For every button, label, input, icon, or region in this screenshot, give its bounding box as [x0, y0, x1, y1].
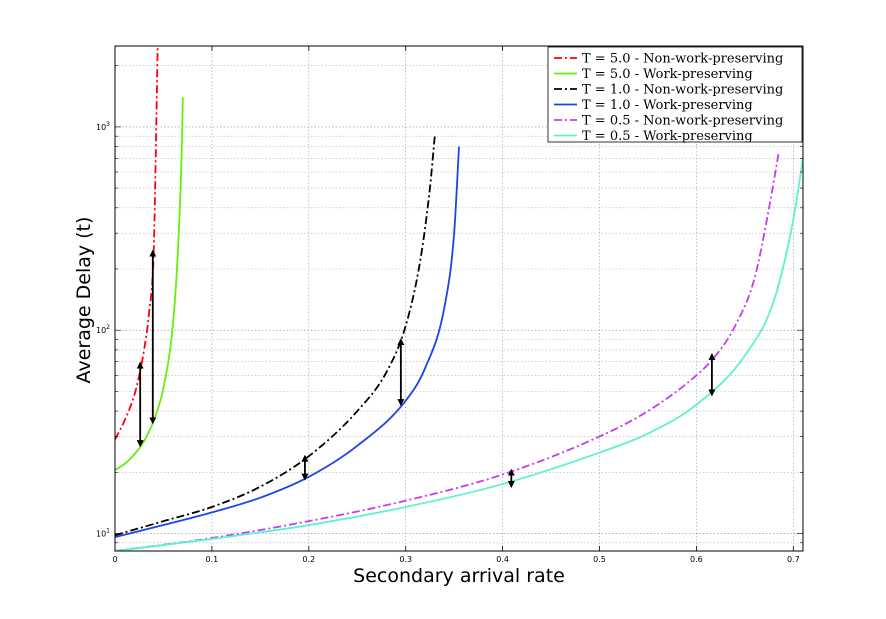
y-tick-label: 102	[96, 324, 110, 335]
series-line-6	[115, 158, 803, 551]
ticks: 0 0.1 0.2 0.3 0.4 0.5 0.6 0.7 101 102 103	[96, 46, 803, 564]
legend-box	[547, 46, 803, 143]
x-tick-label: 0.4	[496, 555, 509, 564]
series-line-5	[115, 152, 780, 551]
plot-frame	[114, 45, 804, 552]
legend-label: T = 5.0 - Non-work-preserving	[582, 52, 783, 67]
x-tick-label: 0.1	[206, 555, 219, 564]
legend-label: T = 0.5 - Work-preserving	[582, 129, 753, 144]
y-tick-label: 101	[96, 527, 110, 538]
y-tick-label: 103	[96, 121, 110, 132]
series-line-2	[115, 97, 184, 471]
series-line-3	[115, 136, 436, 537]
series-line-4	[115, 146, 460, 538]
legend-label: T = 1.0 - Work-preserving	[582, 98, 753, 113]
x-tick-label: 0.6	[690, 555, 703, 564]
legend-label: T = 1.0 - Non-work-preserving	[582, 83, 783, 98]
x-axis-label: Secondary arrival rate	[353, 565, 565, 587]
annotation-layer	[136, 249, 716, 489]
grid	[115, 46, 803, 551]
legend-label: T = 0.5 - Non-work-preserving	[582, 114, 783, 129]
y-axis-label: Average Delay (t)	[73, 217, 95, 384]
series-layer	[115, 46, 803, 551]
x-tick-label: 0	[112, 555, 117, 564]
x-tick-label: 0.5	[593, 555, 606, 564]
x-tick-label: 0.7	[787, 555, 800, 564]
series-line-1	[115, 46, 159, 440]
legend-label: T = 5.0 - Work-preserving	[582, 67, 753, 82]
x-tick-label: 0.2	[302, 555, 315, 564]
x-tick-label: 0.3	[399, 555, 412, 564]
